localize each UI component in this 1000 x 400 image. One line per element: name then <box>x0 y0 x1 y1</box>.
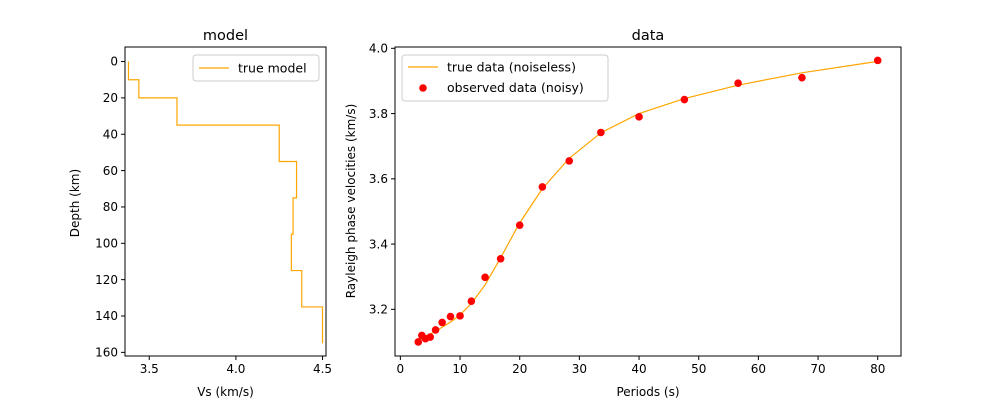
observed-data-point <box>431 326 440 334</box>
data-legend-label-true-data: true data (noiseless) <box>447 60 576 75</box>
data-legend-box <box>401 54 609 102</box>
model-y-tick-label: 0 <box>110 55 118 69</box>
data-ticks: 0 10 20 30 40 50 60 70 80 3.2 3.4 3.6 3.8 4.0 <box>369 42 885 376</box>
model-y-tick-label: 100 <box>95 237 118 251</box>
data-x-axis-label: Periods (s) <box>616 385 679 399</box>
model-x-tick-label: 4.0 <box>226 362 245 376</box>
observed-data-point <box>426 333 435 341</box>
observed-data-point <box>565 157 574 165</box>
data-y-tick-label: 3.4 <box>369 237 388 251</box>
model-y-axis-label: Depth (km) <box>68 169 82 237</box>
data-x-tick-label: 0 <box>397 362 405 376</box>
model-y-tick-label: 80 <box>103 200 118 214</box>
model-y-tick-label: 20 <box>103 91 118 105</box>
observed-data-point <box>438 318 446 327</box>
true-model-line <box>127 61 324 344</box>
model-panel: model Vs (km/s) Depth (km) 3.5 4.0 4.5 0 20 4… <box>68 28 332 399</box>
data-x-tick-label: 80 <box>870 362 885 376</box>
data-y-tick-label: 3.2 <box>369 303 388 317</box>
data-x-tick-label: 10 <box>452 362 467 376</box>
model-axes-frame <box>124 46 327 357</box>
data-panel: data Periods (s) Rayleigh phase velociti… <box>344 28 902 399</box>
data-legend: true data (noiseless) observed data (noi… <box>401 54 609 102</box>
data-y-axis-label: Rayleigh phase velocities (km/s) <box>344 104 358 299</box>
data-title: data <box>632 28 665 44</box>
observed-data-point <box>456 312 464 320</box>
observed-data-point <box>538 183 547 191</box>
data-x-tick-label: 50 <box>691 362 706 376</box>
model-y-tick-label: 60 <box>103 164 118 178</box>
data-plot-area <box>414 56 882 346</box>
data-legend-label-observed-data: observed data (noisy) <box>447 80 584 95</box>
observed-data-point <box>446 312 455 321</box>
observed-data-point <box>515 221 524 229</box>
model-x-axis-label: Vs (km/s) <box>197 385 254 399</box>
model-legend-box <box>192 54 320 82</box>
model-title: model <box>203 28 248 44</box>
data-y-tick-label: 3.8 <box>369 107 388 121</box>
observed-data-point <box>873 56 882 65</box>
observed-data-point <box>597 128 605 137</box>
data-x-tick-label: 70 <box>810 362 825 376</box>
data-y-tick-label: 3.6 <box>369 172 388 186</box>
model-x-tick-label: 3.5 <box>140 362 159 376</box>
data-legend-swatch-observed-data <box>419 84 427 92</box>
model-legend: true model <box>192 54 320 82</box>
model-y-tick-label: 140 <box>95 309 118 323</box>
model-y-tick-label: 160 <box>95 346 118 360</box>
observed-data-point <box>734 79 742 88</box>
observed-data-point <box>635 113 643 121</box>
data-axes-frame <box>394 46 902 357</box>
observed-data-point <box>414 338 423 346</box>
model-y-tick-label: 120 <box>95 273 118 287</box>
model-ticks: 3.5 4.0 4.5 0 20 40 60 80 100 120 140 160 <box>95 55 332 376</box>
observed-data-point <box>798 73 806 82</box>
observed-data-point <box>680 95 689 104</box>
model-legend-label-true-model: true model <box>238 61 307 76</box>
data-x-tick-label: 40 <box>631 362 646 376</box>
model-plot-area <box>127 61 324 344</box>
model-y-tick-label: 40 <box>103 127 118 141</box>
observed-data-point <box>496 254 505 263</box>
observed-data-point <box>481 273 489 282</box>
data-x-tick-label: 30 <box>572 362 587 376</box>
model-x-tick-label: 4.5 <box>313 362 332 376</box>
observed-data-point <box>467 297 476 305</box>
data-x-tick-label: 20 <box>512 362 527 376</box>
data-x-tick-label: 60 <box>751 362 766 376</box>
data-y-tick-label: 4.0 <box>369 42 388 56</box>
